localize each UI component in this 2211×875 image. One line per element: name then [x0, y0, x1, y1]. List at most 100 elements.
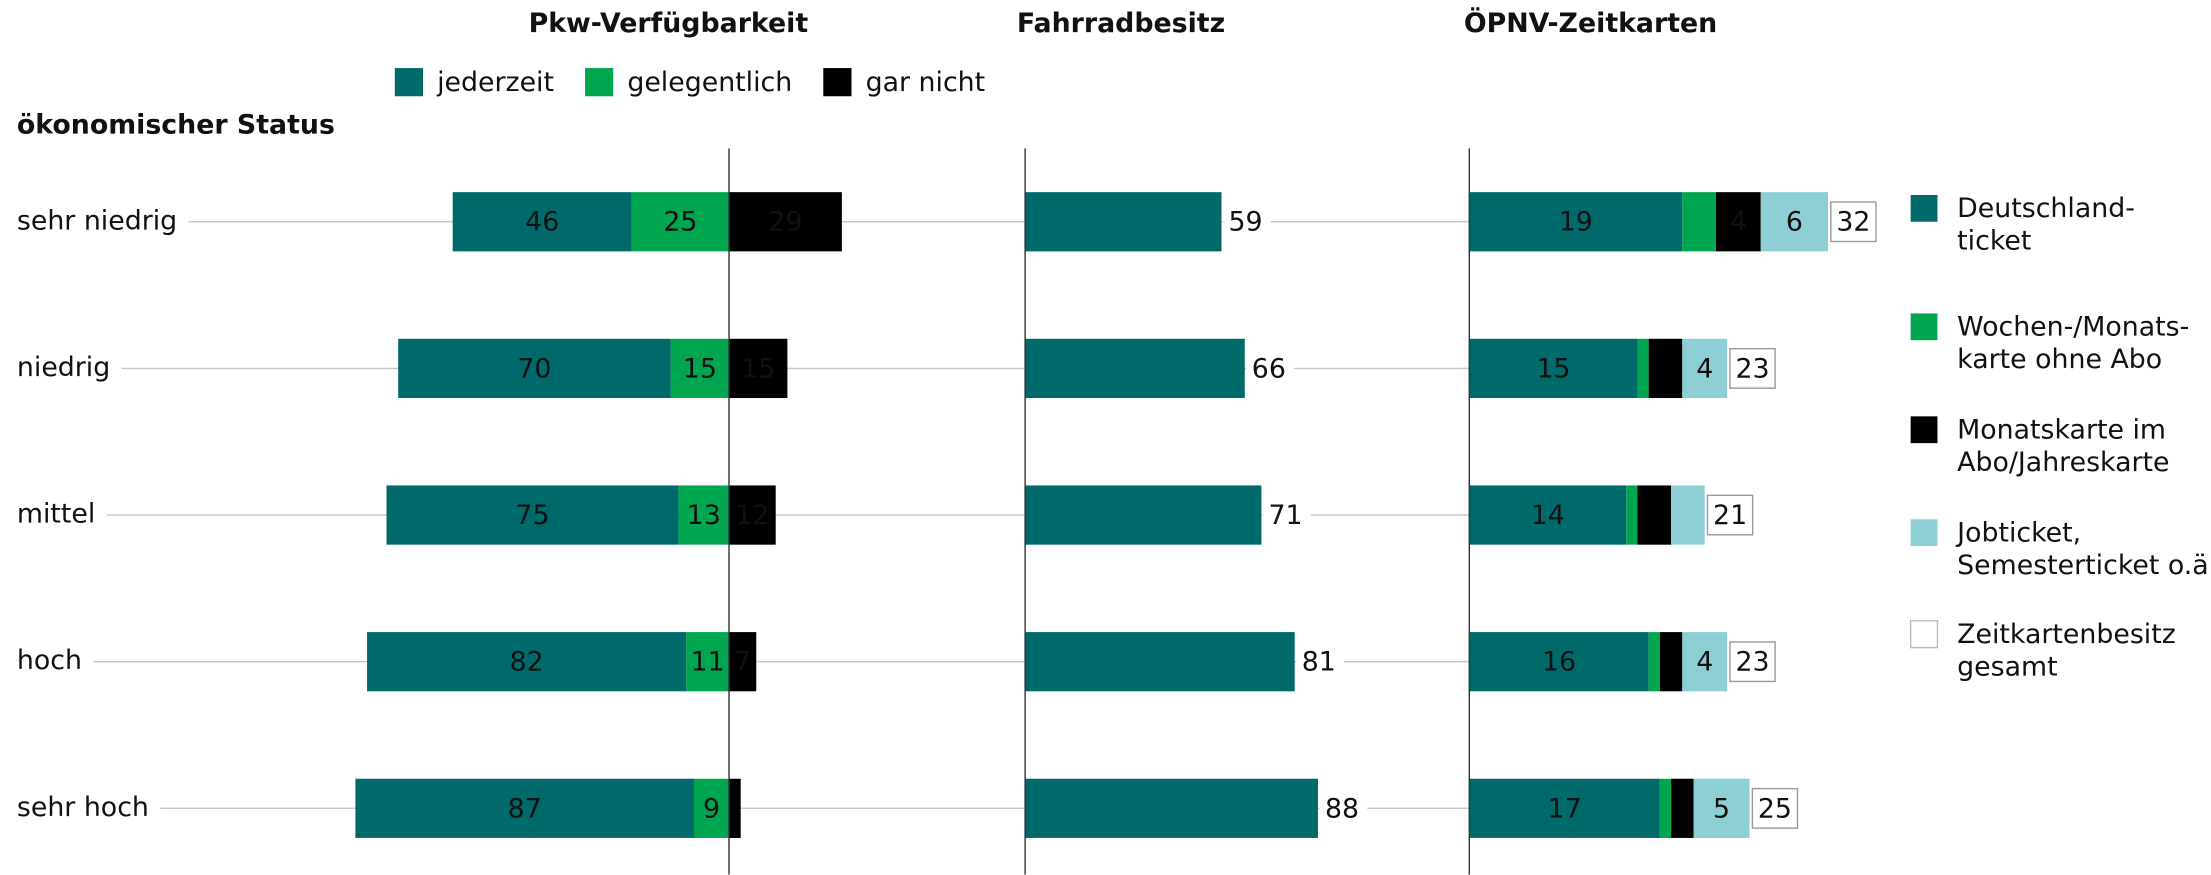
bar-segment	[355, 778, 694, 838]
total-box	[1830, 201, 1877, 243]
bar-segment	[386, 485, 679, 545]
value-label: 87	[508, 793, 542, 824]
total-box	[1729, 641, 1776, 683]
category-label: niedrig	[17, 352, 110, 383]
value-label: 21	[1713, 500, 1747, 531]
legend-label: gar nicht	[866, 67, 986, 98]
value-label: 25	[1758, 793, 1792, 824]
category-label: sehr niedrig	[17, 205, 177, 236]
legend-swatch	[1910, 194, 1938, 222]
value-label: 7	[734, 647, 751, 678]
bar-segment	[1671, 778, 1694, 838]
bar-segment	[1626, 485, 1638, 545]
bar-segment	[729, 485, 776, 545]
value-label: 19	[1559, 207, 1593, 238]
value-label: 71	[1268, 500, 1302, 531]
legend-label: Jobticket, Semesterticket o.ä.	[1955, 517, 2211, 580]
legend-label: Zeitkartenbesitz gesamt	[1957, 618, 2176, 681]
bar-segment	[729, 338, 788, 399]
bar-segment	[1659, 632, 1683, 692]
value-label: 9	[703, 793, 720, 824]
bar-segment	[729, 192, 842, 252]
value-label: 46	[525, 207, 559, 238]
bar-segment	[1715, 192, 1761, 252]
category-label: mittel	[17, 499, 95, 530]
panel-title: ÖPNV-Zeitkarten	[1464, 6, 1717, 39]
bar-segment	[1682, 632, 1728, 692]
legend-swatch	[585, 68, 614, 97]
bar-segment	[1682, 338, 1728, 399]
bar	[1025, 192, 1222, 252]
bar-segment	[1469, 778, 1660, 838]
bar-segment	[1469, 338, 1638, 399]
bar-segment	[1637, 338, 1649, 399]
value-label: 75	[515, 500, 549, 531]
value-label: 12	[735, 500, 769, 531]
bar-segment	[398, 338, 671, 399]
bar-segment	[452, 192, 632, 252]
value-label: 4	[1696, 647, 1713, 678]
value-label: 14	[1531, 500, 1565, 531]
value-label: 15	[1536, 353, 1570, 384]
bar-segment	[1637, 485, 1672, 545]
value-label: 16	[1542, 647, 1576, 678]
bar-segment	[1760, 192, 1829, 252]
legend-label: Monatskarte im Abo/Jahreskarte	[1957, 414, 2169, 477]
value-label: 15	[683, 353, 717, 384]
value-label: 23	[1735, 647, 1769, 678]
value-label: 11	[691, 647, 725, 678]
value-label: 5	[1713, 793, 1730, 824]
bar-segment	[729, 778, 741, 838]
bar-segment	[693, 778, 730, 838]
bar-segment	[1469, 485, 1627, 545]
value-label: 4	[1696, 353, 1713, 384]
value-label: 13	[687, 500, 721, 531]
value-label: 59	[1229, 207, 1263, 238]
category-label: sehr hoch	[17, 792, 149, 823]
value-label: 32	[1836, 207, 1870, 238]
legend-swatch	[1910, 416, 1938, 444]
label-bg	[1222, 204, 1271, 239]
bar-segment	[1469, 192, 1683, 252]
bar-segment	[1671, 485, 1705, 545]
bar-segment	[367, 632, 687, 692]
bar-segment	[1648, 632, 1660, 692]
label-bg	[1319, 791, 1368, 826]
legend-swatch	[1909, 620, 1939, 649]
bar	[1025, 338, 1245, 399]
bar-segment	[1659, 778, 1672, 838]
value-label: 82	[510, 647, 544, 678]
bar-segment	[670, 338, 730, 399]
total-box	[1706, 494, 1754, 536]
legend-label: jederzeit	[436, 67, 554, 98]
bar	[1025, 778, 1318, 838]
value-label: 81	[1302, 647, 1336, 678]
panel-title: Fahrradbesitz	[1017, 8, 1225, 39]
bar-segment	[1469, 632, 1649, 692]
value-label: 17	[1548, 793, 1582, 824]
legend-label: Deutschland-ticket	[1957, 193, 2135, 256]
bar-segment	[1682, 192, 1716, 252]
bar-segment	[1693, 778, 1750, 838]
value-label: 6	[1786, 207, 1803, 238]
category-label: hoch	[17, 645, 82, 676]
label-bg	[1246, 351, 1295, 386]
bar-segment	[631, 192, 730, 252]
total-box	[1751, 787, 1799, 829]
value-label: 15	[741, 353, 775, 384]
panel-title: Pkw-Verfügbarkeit	[529, 8, 809, 39]
legend-label: Wochen-/Monats-karte ohne Abo	[1957, 311, 2189, 374]
legend-label: gelegentlich	[627, 67, 792, 98]
value-label: 29	[768, 207, 802, 238]
legend-swatch	[1910, 313, 1938, 341]
value-label: 70	[517, 353, 551, 384]
legend-swatch	[1910, 519, 1938, 547]
bar-segment	[729, 632, 757, 692]
bar-segment	[686, 632, 730, 692]
label-bg	[1262, 498, 1311, 532]
bar	[1025, 485, 1262, 545]
value-label: 66	[1252, 353, 1286, 384]
total-box	[1729, 347, 1776, 389]
legend-swatch	[394, 68, 424, 97]
